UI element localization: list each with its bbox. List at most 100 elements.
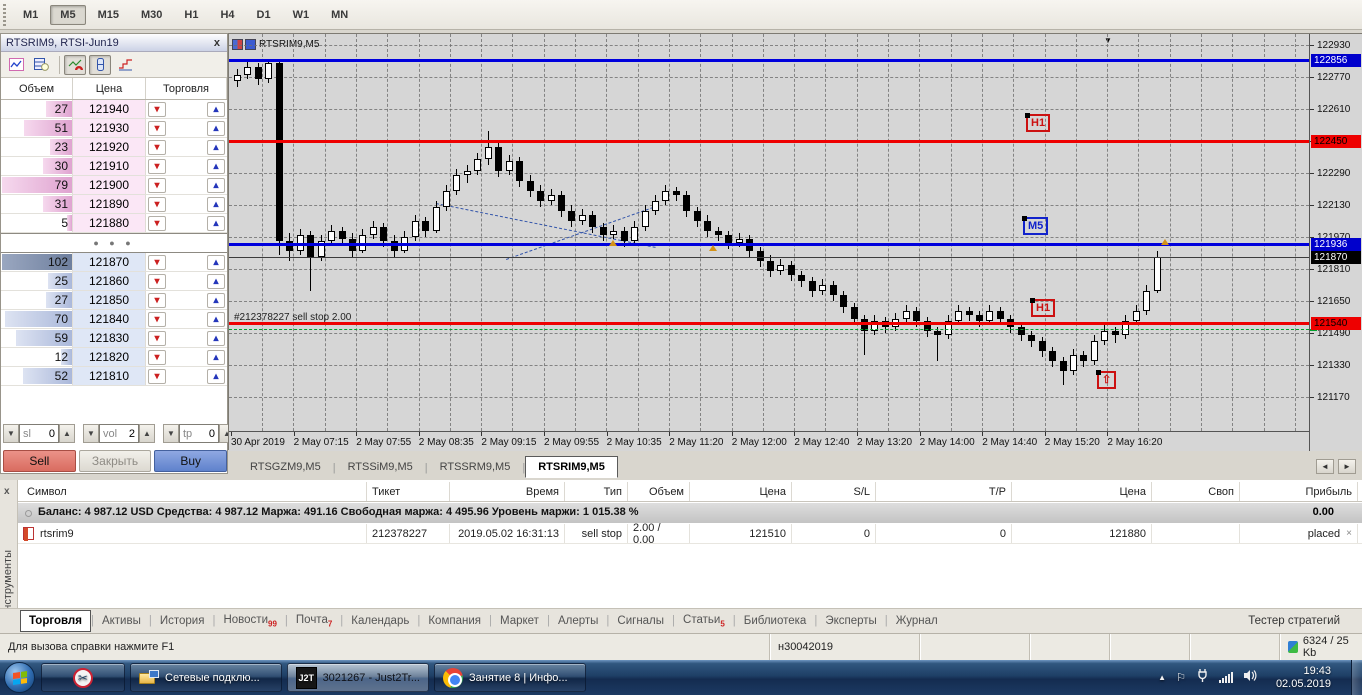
network-signal-icon[interactable]	[1218, 672, 1233, 683]
terminal-close-icon[interactable]: x	[4, 486, 10, 497]
levels-icon[interactable]	[114, 55, 136, 75]
dom-row-121890[interactable]: 31 121890 ▾ ▴	[1, 195, 227, 214]
close-icon[interactable]: x	[213, 36, 220, 49]
buy-order-icon[interactable]: ▴	[207, 368, 225, 384]
volume-icon[interactable]	[1243, 669, 1258, 687]
terminal-tab-статьи[interactable]: Статьи5	[683, 613, 725, 629]
terminal-col-8[interactable]: Цена	[1012, 482, 1152, 501]
horizontal-line[interactable]	[229, 139, 1309, 143]
chart-annotation-m5[interactable]: M5	[1022, 216, 1049, 235]
dom-row-121910[interactable]: 30 121910 ▾ ▴	[1, 157, 227, 176]
terminal-col-3[interactable]: Тип	[565, 482, 628, 501]
sell-order-icon[interactable]: ▾	[148, 311, 166, 327]
terminal-col-0[interactable]: Символ	[22, 482, 367, 501]
delete-order-icon[interactable]: ×	[1346, 528, 1352, 539]
sell-order-icon[interactable]: ▾	[148, 196, 166, 212]
pending-order-line[interactable]	[229, 328, 1309, 330]
spinner-down-icon[interactable]: ▼	[163, 424, 179, 443]
sell-order-icon[interactable]: ▾	[148, 120, 166, 136]
tp-field[interactable]: tp 0	[179, 424, 219, 443]
buy-order-icon[interactable]: ▴	[207, 120, 225, 136]
buy-order-icon[interactable]: ▴	[207, 330, 225, 346]
dom-row-121840[interactable]: 70 121840 ▾ ▴	[1, 310, 227, 329]
quotes-chart-icon[interactable]	[5, 55, 27, 75]
dom-col-volume[interactable]: Объем	[1, 78, 73, 99]
buy-order-icon[interactable]: ▴	[207, 349, 225, 365]
start-button[interactable]	[4, 662, 35, 693]
chart-annotation-⇧[interactable]: ⇧	[1096, 370, 1117, 389]
dom-row-121860[interactable]: 25 121860 ▾ ▴	[1, 272, 227, 291]
sell-order-icon[interactable]: ▾	[148, 330, 166, 346]
terminal-tab-маркет[interactable]: Маркет	[499, 614, 539, 627]
toolbar-grip[interactable]	[3, 3, 6, 26]
dom-col-price[interactable]: Цена	[73, 78, 146, 99]
sell-button[interactable]: Sell	[3, 450, 76, 472]
chart-plot[interactable]: RTSRIM9,M5 ▼ #212378227 sell stop 2.00 H…	[229, 34, 1309, 431]
timeframe-m5[interactable]: M5	[50, 4, 86, 25]
terminal-tab-журнал[interactable]: Журнал	[895, 614, 938, 627]
sell-order-icon[interactable]: ▾	[148, 215, 166, 231]
timeframe-m30[interactable]: M30	[140, 8, 163, 21]
buy-order-icon[interactable]: ▴	[207, 311, 225, 327]
taskbar-clock[interactable]: 19:43 02.05.2019	[1276, 665, 1331, 691]
show-desktop-button[interactable]	[1351, 660, 1362, 695]
dom-row-121820[interactable]: 12 121820 ▾ ▴	[1, 348, 227, 367]
terminal-col-6[interactable]: S/L	[792, 482, 876, 501]
terminal-tab-алерты[interactable]: Алерты	[557, 614, 599, 627]
spinner-up-icon[interactable]: ▲	[139, 424, 155, 443]
chart-annotation-h1[interactable]: H1	[1030, 298, 1056, 317]
buy-order-icon[interactable]: ▴	[207, 177, 225, 193]
taskbar-snipping-tool-button[interactable]: ✂	[41, 663, 125, 692]
terminal-col-9[interactable]: Своп	[1152, 482, 1240, 501]
buy-order-icon[interactable]: ▴	[207, 158, 225, 174]
dom-row-121870[interactable]: 102 121870 ▾ ▴	[1, 253, 227, 272]
timeframe-h1[interactable]: H1	[184, 8, 199, 21]
terminal-tab-компания[interactable]: Компания	[428, 614, 481, 627]
tab-scroll-right-icon[interactable]: ►	[1338, 459, 1356, 474]
chart-mini-buy-icon[interactable]	[245, 39, 256, 50]
taskbar-just2trade-button[interactable]: J2T 3021267 - Just2Tr...	[287, 663, 429, 692]
spinner-down-icon[interactable]: ▼	[3, 424, 19, 443]
dom-ladder-icon[interactable]	[89, 54, 111, 75]
terminal-tab-сигналы[interactable]: Сигналы	[617, 614, 665, 627]
sell-order-icon[interactable]: ▾	[148, 349, 166, 365]
vol-field[interactable]: vol 2	[99, 424, 139, 443]
terminal-tab-календарь[interactable]: Календарь	[351, 614, 410, 627]
dom-row-121900[interactable]: 79 121900 ▾ ▴	[1, 176, 227, 195]
dom-row-121920[interactable]: 23 121920 ▾ ▴	[1, 138, 227, 157]
dom-title-bar[interactable]: RTSRIM9, RTSI-Jun19 x	[1, 34, 227, 52]
terminal-tab-активы[interactable]: Активы	[101, 614, 141, 627]
tray-expand-icon[interactable]: ▲	[1158, 673, 1167, 682]
horizontal-line[interactable]	[229, 256, 1309, 258]
magnet-icon[interactable]	[64, 54, 86, 75]
sell-order-icon[interactable]: ▾	[148, 139, 166, 155]
sell-order-icon[interactable]: ▾	[148, 101, 166, 117]
timeframe-h4[interactable]: H4	[220, 8, 235, 21]
chart-tab-rtssim9m5[interactable]: RTSSiM9,M5	[347, 461, 413, 473]
terminal-col-5[interactable]: Цена	[690, 482, 792, 501]
dom-row-121810[interactable]: 52 121810 ▾ ▴	[1, 367, 227, 386]
horizontal-line[interactable]	[229, 321, 1309, 325]
taskbar-chrome-button[interactable]: Занятие 8 | Инфо...	[434, 663, 586, 692]
timeframe-w1[interactable]: W1	[292, 8, 310, 21]
sl-field[interactable]: sl 0	[19, 424, 59, 443]
order-row[interactable]: rtsrim9 212378227 2019.05.02 16:31:13 sell …	[18, 522, 1362, 546]
buy-order-icon[interactable]: ▴	[207, 196, 225, 212]
dom-row-121880[interactable]: 5 121880 ▾ ▴	[1, 214, 227, 233]
timeframe-m15[interactable]: M15	[97, 8, 119, 21]
sell-order-icon[interactable]: ▾	[148, 368, 166, 384]
taskbar-network-button[interactable]: Сетевые подклю...	[130, 663, 282, 692]
horizontal-line[interactable]	[229, 242, 1309, 246]
terminal-col-10[interactable]: Прибыль	[1240, 482, 1358, 501]
terminal-tab-библиотека[interactable]: Библиотека	[743, 614, 807, 627]
sell-order-icon[interactable]: ▾	[148, 273, 166, 289]
buy-order-icon[interactable]: ▴	[207, 273, 225, 289]
chart-mini-table-icon[interactable]	[232, 39, 243, 50]
dom-col-trade[interactable]: Торговля	[146, 78, 227, 99]
buy-order-icon[interactable]: ▴	[207, 254, 225, 270]
spinner-down-icon[interactable]: ▼	[83, 424, 99, 443]
balance-row[interactable]: Баланс: 4 987.12 USD Средства: 4 987.12 …	[18, 503, 1362, 523]
sell-order-icon[interactable]: ▾	[148, 177, 166, 193]
tab-scroll-left-icon[interactable]: ◄	[1316, 459, 1334, 474]
chart-tab-rtssrm9m5[interactable]: RTSSRM9,M5	[439, 461, 511, 473]
